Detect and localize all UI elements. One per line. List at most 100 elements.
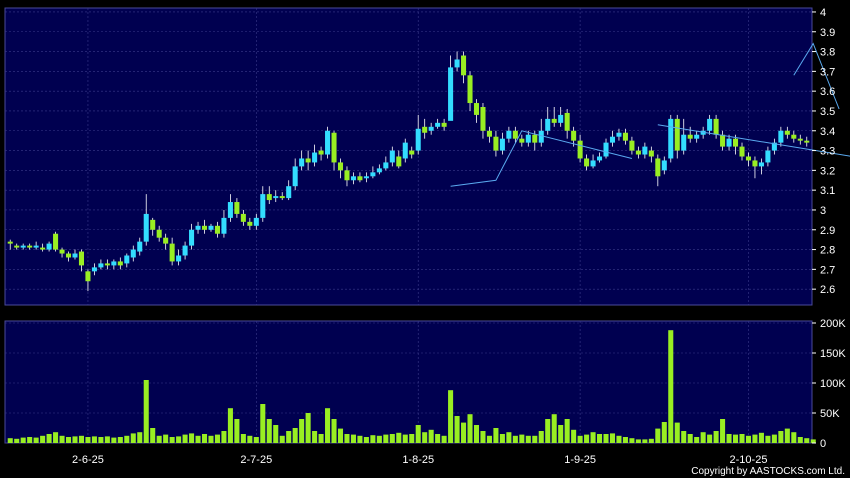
volume-bar: [661, 422, 667, 443]
candle: [240, 209, 246, 226]
volume-bar: [428, 429, 434, 443]
candle: [745, 152, 752, 167]
candle: [597, 152, 603, 163]
volume-bar: [189, 433, 195, 443]
volume-bar: [435, 434, 441, 443]
volume-bar: [545, 419, 551, 443]
candle: [577, 134, 583, 163]
volume-bar: [467, 414, 473, 443]
candle: [221, 209, 227, 238]
candle-body: [681, 134, 687, 151]
candle-body: [791, 134, 797, 139]
volume-bar: [590, 432, 596, 443]
candle-body: [473, 103, 480, 115]
volume-bar: [325, 408, 331, 443]
candle: [143, 194, 149, 246]
volume-bar: [363, 437, 369, 443]
candle-body: [53, 233, 59, 250]
candle: [655, 154, 661, 187]
candle-body: [176, 255, 182, 262]
volume-bar: [778, 431, 784, 443]
volume-bar: [415, 425, 421, 443]
candle-body: [234, 202, 240, 214]
candle-body: [422, 126, 428, 133]
candle-body: [603, 142, 609, 157]
candle: [668, 114, 674, 163]
candle: [396, 150, 402, 169]
volume-bar: [739, 434, 745, 443]
candle-body: [765, 150, 771, 163]
candle-body: [221, 217, 227, 234]
volume-bar: [156, 435, 162, 443]
volume-bar: [195, 435, 201, 443]
candle: [603, 138, 609, 159]
volume-bar: [227, 408, 233, 443]
volume-bar: [564, 419, 570, 443]
candle: [292, 158, 298, 191]
candle: [389, 146, 395, 167]
candle-body: [195, 225, 201, 230]
volume-bar: [389, 434, 395, 443]
candle-body: [98, 263, 104, 268]
candle-body: [428, 126, 434, 131]
candle-body: [331, 132, 337, 163]
candle-body: [150, 219, 156, 230]
candle: [642, 142, 648, 159]
candle-body: [707, 118, 713, 131]
candle-body: [461, 55, 467, 76]
candle-body: [804, 140, 810, 143]
volume-bar: [350, 434, 356, 443]
candle-body: [506, 130, 512, 139]
candle: [176, 249, 182, 266]
candle: [765, 146, 771, 167]
candle-body: [14, 245, 20, 248]
candle: [260, 186, 266, 222]
candle-body: [169, 243, 175, 262]
candle-body: [415, 128, 421, 151]
volume-bar: [784, 428, 790, 443]
candle: [733, 134, 739, 155]
candle: [40, 243, 46, 252]
volume-bar: [40, 435, 46, 443]
candle: [273, 190, 279, 203]
candle: [629, 136, 635, 155]
volume-bar: [532, 435, 538, 443]
volume-bar: [629, 438, 635, 443]
volume-bar: [260, 404, 266, 443]
volume-bar: [558, 425, 564, 443]
volume-bar: [603, 434, 609, 443]
volume-bar: [538, 431, 544, 443]
candle-body: [20, 245, 26, 248]
candle: [739, 142, 745, 161]
candle-body: [486, 130, 492, 137]
candle: [609, 130, 616, 147]
candle: [622, 128, 628, 145]
candle-body: [363, 176, 369, 179]
candle-body: [279, 196, 285, 199]
volume-bar: [221, 431, 227, 443]
volume-bar: [240, 434, 246, 443]
volume-bar: [337, 428, 344, 443]
volume-bar: [214, 434, 220, 443]
candle-body: [376, 168, 382, 173]
candle-body: [117, 261, 123, 266]
volume-bar: [745, 435, 752, 443]
candle: [584, 154, 590, 171]
price-tick-label: 3.1: [820, 185, 835, 197]
candle-body: [720, 134, 726, 147]
candle-body: [648, 150, 654, 157]
candle-body: [292, 166, 298, 187]
candle-body: [499, 138, 505, 151]
volume-bar: [266, 419, 272, 443]
candle: [409, 146, 415, 159]
candle-body: [538, 130, 544, 143]
candle: [752, 156, 758, 179]
candle-body: [713, 118, 719, 135]
candle: [499, 132, 505, 155]
candle: [519, 134, 525, 147]
candle-body: [454, 59, 460, 68]
candle-body: [156, 229, 162, 238]
volume-bar: [648, 438, 654, 443]
volume-bar: [279, 435, 285, 443]
volume-bar: [163, 434, 169, 443]
